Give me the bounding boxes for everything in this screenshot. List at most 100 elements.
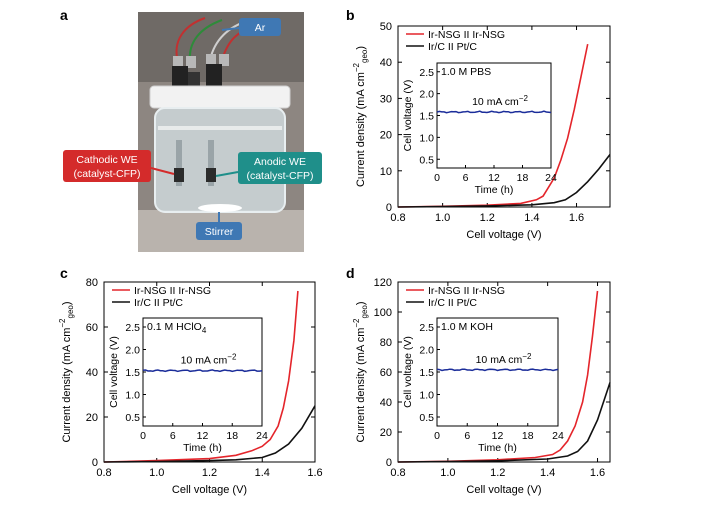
cathodic-label-line1: Cathodic WE bbox=[76, 154, 137, 166]
inset-y-tick-label: 0.5 bbox=[419, 412, 434, 424]
anodic-callout: Anodic WE (catalyst-CFP) bbox=[215, 152, 322, 184]
inset-x-tick-label: 6 bbox=[463, 172, 469, 184]
x-axis-label: Cell voltage (V) bbox=[466, 229, 541, 241]
inset-y-tick-label: 1.5 bbox=[419, 111, 434, 123]
legend-label-1: Ir-NSG II Ir-NSG bbox=[134, 285, 211, 297]
y-tick-label: 50 bbox=[380, 21, 392, 33]
x-tick-label: 1.2 bbox=[202, 467, 217, 479]
electrodes bbox=[174, 140, 216, 186]
inset-y-tick-label: 1.5 bbox=[419, 367, 434, 379]
inset-y-tick-label: 1.0 bbox=[419, 132, 434, 144]
cathodic-label-box bbox=[63, 150, 151, 182]
x-tick-label: 1.2 bbox=[480, 212, 495, 224]
inset-y-axis-label: Cell voltage (V) bbox=[108, 336, 120, 408]
y-tick-label: 40 bbox=[380, 397, 392, 409]
x-axis-label: Cell voltage (V) bbox=[466, 484, 541, 496]
panel-letter-d: d bbox=[346, 265, 355, 281]
panel-letter-c: c bbox=[60, 265, 68, 281]
inset-voltage-trace bbox=[436, 110, 552, 114]
y-tick-label: 60 bbox=[86, 322, 98, 334]
ar-arrow bbox=[221, 27, 240, 31]
inset-y-tick-label: 2.0 bbox=[419, 345, 434, 357]
inset-condition-label: 0.1 M HClO4 bbox=[147, 321, 207, 335]
inset-y-tick-label: 1.0 bbox=[419, 390, 434, 402]
x-tick-label: 1.0 bbox=[440, 467, 455, 479]
inset-y-tick-label: 2.5 bbox=[419, 322, 434, 334]
inset-x-axis-label: Time (h) bbox=[183, 442, 222, 454]
panel-letter-b: b bbox=[346, 7, 355, 23]
inset-condition-label: 1.0 M PBS bbox=[441, 66, 491, 78]
x-tick-label: 1.0 bbox=[149, 467, 164, 479]
inset-y-axis-label: Cell voltage (V) bbox=[402, 336, 414, 408]
cell-lid bbox=[149, 85, 291, 109]
glass-rim bbox=[158, 126, 282, 130]
y-tick-label: 40 bbox=[380, 57, 392, 69]
ar-callout: Ar bbox=[221, 18, 281, 36]
y-tick-label: 60 bbox=[380, 367, 392, 379]
cathodic-callout: Cathodic WE (catalyst-CFP) bbox=[63, 150, 175, 182]
y-tick-label: 30 bbox=[380, 93, 392, 105]
x-tick-label: 1.0 bbox=[435, 212, 450, 224]
series-line-2 bbox=[397, 382, 611, 463]
x-tick-label: 1.4 bbox=[255, 467, 270, 479]
stirrer-bar bbox=[198, 204, 242, 212]
anodic-arrow bbox=[215, 171, 239, 177]
inset-x-tick-label: 0 bbox=[140, 430, 146, 442]
y-tick-label: 0 bbox=[386, 457, 392, 469]
inset-x-tick-label: 6 bbox=[464, 430, 470, 442]
y-axis-label: Current density (mA cm−2geo) bbox=[352, 301, 369, 442]
y-tick-label: 20 bbox=[380, 427, 392, 439]
anodic-label-box bbox=[238, 152, 322, 184]
legend-label-2: Ir/C II Pt/C bbox=[428, 41, 477, 53]
y-tick-label: 40 bbox=[86, 367, 98, 379]
y-tick-label: 0 bbox=[386, 202, 392, 214]
inset-y-tick-label: 1.5 bbox=[125, 367, 140, 379]
inset-x-tick-label: 12 bbox=[197, 430, 209, 442]
y-tick-label: 0 bbox=[92, 457, 98, 469]
anodic-label-line2: (catalyst-CFP) bbox=[246, 170, 313, 182]
x-tick-label: 1.4 bbox=[524, 212, 539, 224]
stirrer-label-box bbox=[196, 222, 242, 240]
panel-a: a bbox=[60, 7, 322, 252]
inset-d: 0 6 12 18 24 0.5 1.0 1.5 2.0 2.5 Time (h) Cell volt… bbox=[402, 317, 564, 454]
y-axis-label: Current density (mA cm−2geo) bbox=[352, 46, 369, 187]
inset-x-tick-label: 0 bbox=[434, 430, 440, 442]
inset-y-axis-label: Cell voltage (V) bbox=[402, 80, 414, 152]
plot-frame bbox=[397, 25, 611, 208]
legend-label-2: Ir/C II Pt/C bbox=[428, 297, 477, 309]
x-tick-label: 1.6 bbox=[590, 467, 605, 479]
inset-x-tick-label: 18 bbox=[226, 430, 238, 442]
inset-y-tick-label: 2.5 bbox=[419, 67, 434, 79]
x-tick-label: 0.8 bbox=[96, 467, 111, 479]
inset-y-tick-label: 2.5 bbox=[125, 322, 140, 334]
y-tick-label: 10 bbox=[380, 166, 392, 178]
y-tick-label: 80 bbox=[380, 337, 392, 349]
y-tick-label: 80 bbox=[86, 277, 98, 289]
stirrer-label: Stirrer bbox=[205, 226, 234, 238]
inset-x-tick-label: 18 bbox=[517, 172, 529, 184]
inset-x-axis-label: Time (h) bbox=[475, 184, 514, 196]
x-tick-label: 0.8 bbox=[390, 467, 405, 479]
stirrer-callout: Stirrer bbox=[196, 212, 242, 240]
alligator-clips bbox=[173, 54, 229, 68]
inset-x-tick-label: 24 bbox=[545, 172, 557, 184]
inset-x-tick-label: 12 bbox=[492, 430, 504, 442]
panel-b: b 0.8 1.0 1.2 1.4 1.6 0 10 20 30 40 50 Cell voltage … bbox=[346, 7, 611, 241]
y-axis-label: Current density (mA cm−2geo) bbox=[58, 301, 75, 442]
ar-label-box bbox=[239, 18, 281, 36]
cathodic-label-line2: (catalyst-CFP) bbox=[73, 168, 140, 180]
inset-x-tick-label: 6 bbox=[170, 430, 176, 442]
inset-voltage-trace bbox=[436, 368, 559, 372]
anodic-label-line1: Anodic WE bbox=[254, 156, 306, 168]
inset-y-tick-label: 0.5 bbox=[419, 154, 434, 166]
inset-frame bbox=[436, 62, 552, 169]
inset-x-axis-label: Time (h) bbox=[478, 442, 517, 454]
x-axis-label: Cell voltage (V) bbox=[172, 484, 247, 496]
inset-y-tick-label: 1.0 bbox=[125, 390, 140, 402]
ar-label: Ar bbox=[255, 22, 266, 34]
inset-current-annotation: 10 mA cm−2 bbox=[476, 352, 532, 366]
series-line-2 bbox=[397, 154, 611, 208]
y-tick-label: 100 bbox=[374, 307, 392, 319]
legend-label-1: Ir-NSG II Ir-NSG bbox=[428, 285, 505, 297]
